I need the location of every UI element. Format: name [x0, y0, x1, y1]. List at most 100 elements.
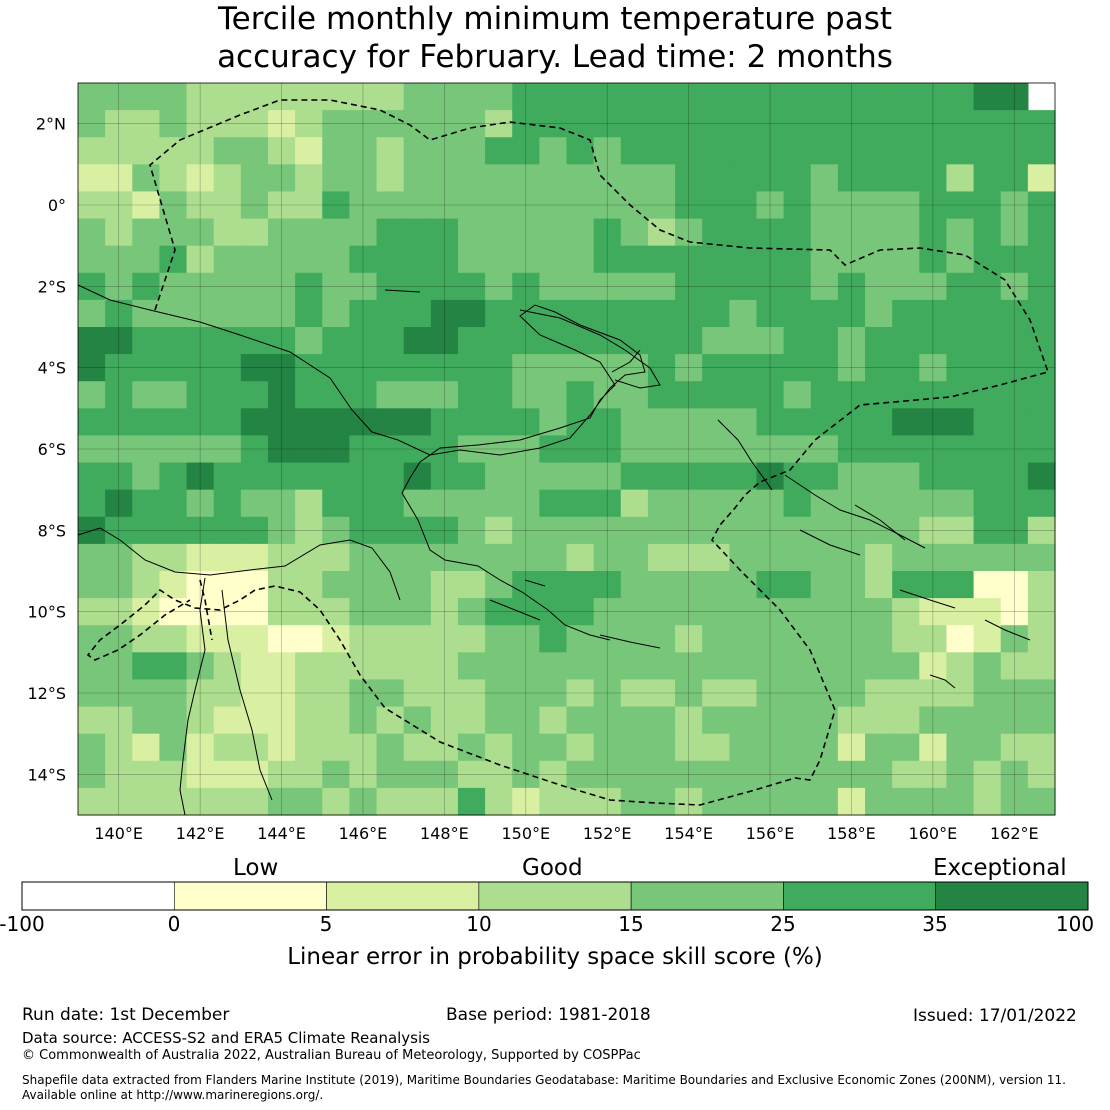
skill-cell [919, 679, 948, 708]
skill-cell [376, 760, 405, 789]
skill-cell [430, 327, 459, 355]
skill-cell [892, 381, 920, 409]
skill-cell [1000, 218, 1029, 247]
skill-cell [457, 164, 486, 193]
skill-cell [837, 299, 866, 328]
skill-cell [729, 272, 758, 301]
map-title: Tercile monthly minimum temperature past… [0, 0, 1110, 76]
skill-cell [213, 381, 242, 409]
skill-cell [159, 435, 188, 464]
skill-cell [756, 787, 785, 816]
skill-cell [783, 489, 812, 518]
skill-cell [729, 245, 758, 274]
skill-cell [213, 354, 242, 382]
skill-cell [159, 462, 188, 491]
skill-cell [485, 516, 513, 545]
colorbar-segment [173, 881, 327, 911]
skill-cell [240, 516, 269, 545]
skill-cell [295, 435, 323, 464]
skill-cell [675, 571, 703, 599]
skill-cell [240, 598, 269, 626]
longitude-tick-label: 160°E [909, 824, 958, 843]
skill-cell [1000, 760, 1029, 789]
skill-cell [186, 543, 215, 572]
makira-coast [899, 589, 956, 609]
longitude-tick-label: 142°E [176, 824, 225, 843]
skill-cell [539, 191, 568, 220]
skill-cell [919, 164, 948, 193]
skill-cell [973, 679, 1002, 708]
skill-cell [457, 299, 486, 328]
skill-cell [376, 435, 405, 464]
skill-cell [675, 327, 703, 355]
skill-cell [240, 381, 269, 409]
skill-cell [702, 137, 730, 165]
skill-cell [566, 408, 595, 437]
skill-cell [810, 679, 839, 708]
skill-cell [485, 218, 513, 247]
skill-cell [892, 354, 920, 382]
skill-cell [783, 381, 812, 409]
skill-cell [132, 327, 161, 355]
skill-cell [349, 218, 378, 247]
skill-cell [240, 462, 269, 491]
skill-cell [403, 83, 432, 111]
skill-cell [946, 83, 975, 111]
skill-cell [539, 110, 568, 138]
skill-cell [647, 191, 676, 220]
longitude-tick-label: 158°E [827, 824, 876, 843]
colorbar-segment [326, 881, 480, 911]
skill-cell [1027, 408, 1056, 437]
skill-cell [946, 543, 975, 572]
skill-cell [675, 760, 703, 789]
skill-cell [213, 408, 242, 437]
skill-cell [1027, 625, 1056, 653]
skill-cell [973, 408, 1002, 437]
skill-cell [105, 489, 133, 518]
skill-cell [132, 381, 161, 409]
skill-cell [349, 137, 378, 165]
skill-cell [702, 354, 730, 382]
gulf-of-papua-coast [77, 527, 401, 601]
skill-cell [186, 787, 215, 816]
skill-cell [892, 625, 920, 653]
skill-cell [729, 489, 758, 518]
skill-cell [702, 571, 730, 599]
skill-cell [593, 137, 622, 165]
latitude-tick-label: 2°N [36, 115, 66, 134]
skill-cell [566, 462, 595, 491]
skill-cell [1000, 408, 1029, 437]
skill-cell [132, 679, 161, 708]
skill-cell [593, 706, 622, 735]
skill-cell [295, 299, 323, 328]
skill-cell [186, 354, 215, 382]
skill-cell [295, 462, 323, 491]
skill-cell [810, 299, 839, 328]
skill-cell [729, 760, 758, 789]
skill-cell [213, 218, 242, 247]
skill-cell [1000, 733, 1029, 762]
skill-cell [457, 462, 486, 491]
skill-cell [756, 543, 785, 572]
skill-cell [240, 191, 269, 220]
skill-cell [946, 760, 975, 789]
skill-cell [267, 516, 296, 545]
skill-cell [919, 137, 948, 165]
skill-cell [512, 137, 540, 165]
skill-cell [593, 652, 622, 681]
latitude-tick-label: 12°S [27, 684, 66, 703]
skill-cell [702, 462, 730, 491]
skill-cell [756, 299, 785, 328]
guadalcanal-coast [799, 529, 861, 556]
skill-cell [946, 137, 975, 165]
skill-cell [1000, 706, 1029, 735]
skill-cell [1027, 245, 1056, 274]
skill-cell [756, 408, 785, 437]
skill-cell [566, 272, 595, 301]
skill-cell [1027, 354, 1056, 382]
skill-cell [593, 489, 622, 518]
skill-cell [946, 354, 975, 382]
skill-cell [973, 706, 1002, 735]
skill-cell [810, 489, 839, 518]
skill-cell [675, 652, 703, 681]
